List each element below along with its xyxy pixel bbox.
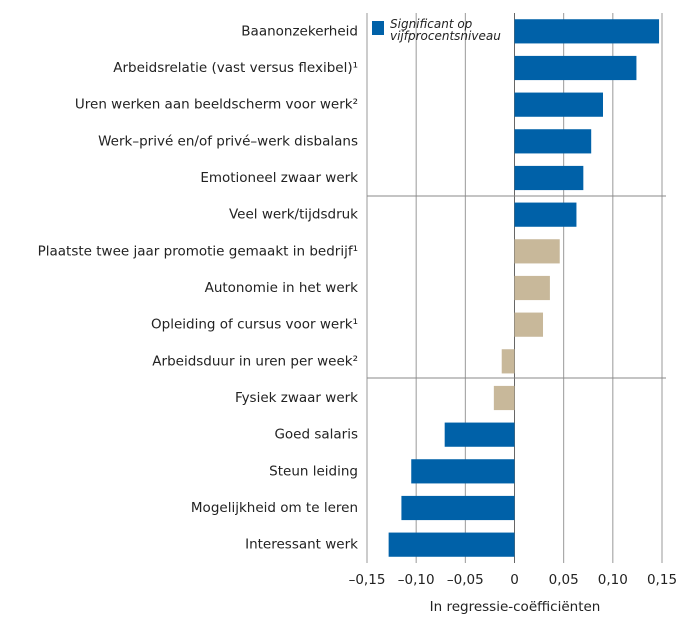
y-tick-label: Fysiek zwaar werk: [235, 390, 358, 406]
x-axis-label: In regressie-coëfficiënten: [430, 599, 601, 615]
bar: [514, 312, 544, 337]
y-tick-label: Interessant werk: [245, 537, 358, 553]
y-tick-label: Veel werk/tijdsdruk: [229, 207, 358, 223]
bar: [514, 202, 577, 227]
bar: [514, 19, 660, 44]
bar: [514, 239, 560, 264]
y-tick-label: Arbeidsrelatie (vast versus flexibel)¹: [113, 60, 358, 76]
y-tick-label: Opleiding of cursus voor werk¹: [151, 317, 358, 333]
x-tick-label: 0: [510, 572, 519, 588]
bar: [501, 349, 515, 374]
x-tick-label: 0,10: [598, 572, 628, 588]
y-tick-label: Goed salaris: [274, 427, 358, 443]
x-tick-label: –0,15: [349, 572, 386, 588]
y-tick-label: Uren werken aan beeldscherm voor werk²: [75, 97, 358, 113]
x-tick-label: 0,05: [549, 572, 579, 588]
bar: [388, 532, 515, 557]
y-tick-label: Mogelijkheid om te leren: [191, 500, 358, 516]
bar: [514, 129, 592, 154]
bar: [493, 385, 515, 411]
y-tick-label: Plaatste twee jaar promotie gemaakt in b…: [38, 243, 358, 259]
x-tick-label: 0,15: [647, 572, 677, 588]
bar: [411, 459, 515, 484]
bar: [514, 92, 603, 117]
y-tick-label: Baanonzekerheid: [241, 23, 358, 39]
bar: [514, 275, 550, 301]
y-tick-label: Werk–privé en/of privé–werk disbalans: [98, 133, 358, 149]
x-tick-label: –0,10: [398, 572, 435, 588]
legend-swatch: [372, 21, 384, 35]
legend: Significant op vijfprocentsniveau: [390, 18, 501, 43]
bar: [401, 495, 515, 521]
y-tick-label: Autonomie in het werk: [205, 280, 359, 296]
bar: [444, 422, 515, 447]
y-tick-label: Arbeidsduur in uren per week²: [152, 353, 358, 369]
legend-label: Significant op vijfprocentsniveau: [390, 18, 501, 43]
bar: [514, 55, 637, 81]
bar: [514, 165, 584, 191]
y-tick-label: Emotioneel zwaar werk: [200, 170, 358, 186]
x-tick-label: –0,05: [447, 572, 484, 588]
y-tick-label: Steun leiding: [269, 463, 358, 479]
